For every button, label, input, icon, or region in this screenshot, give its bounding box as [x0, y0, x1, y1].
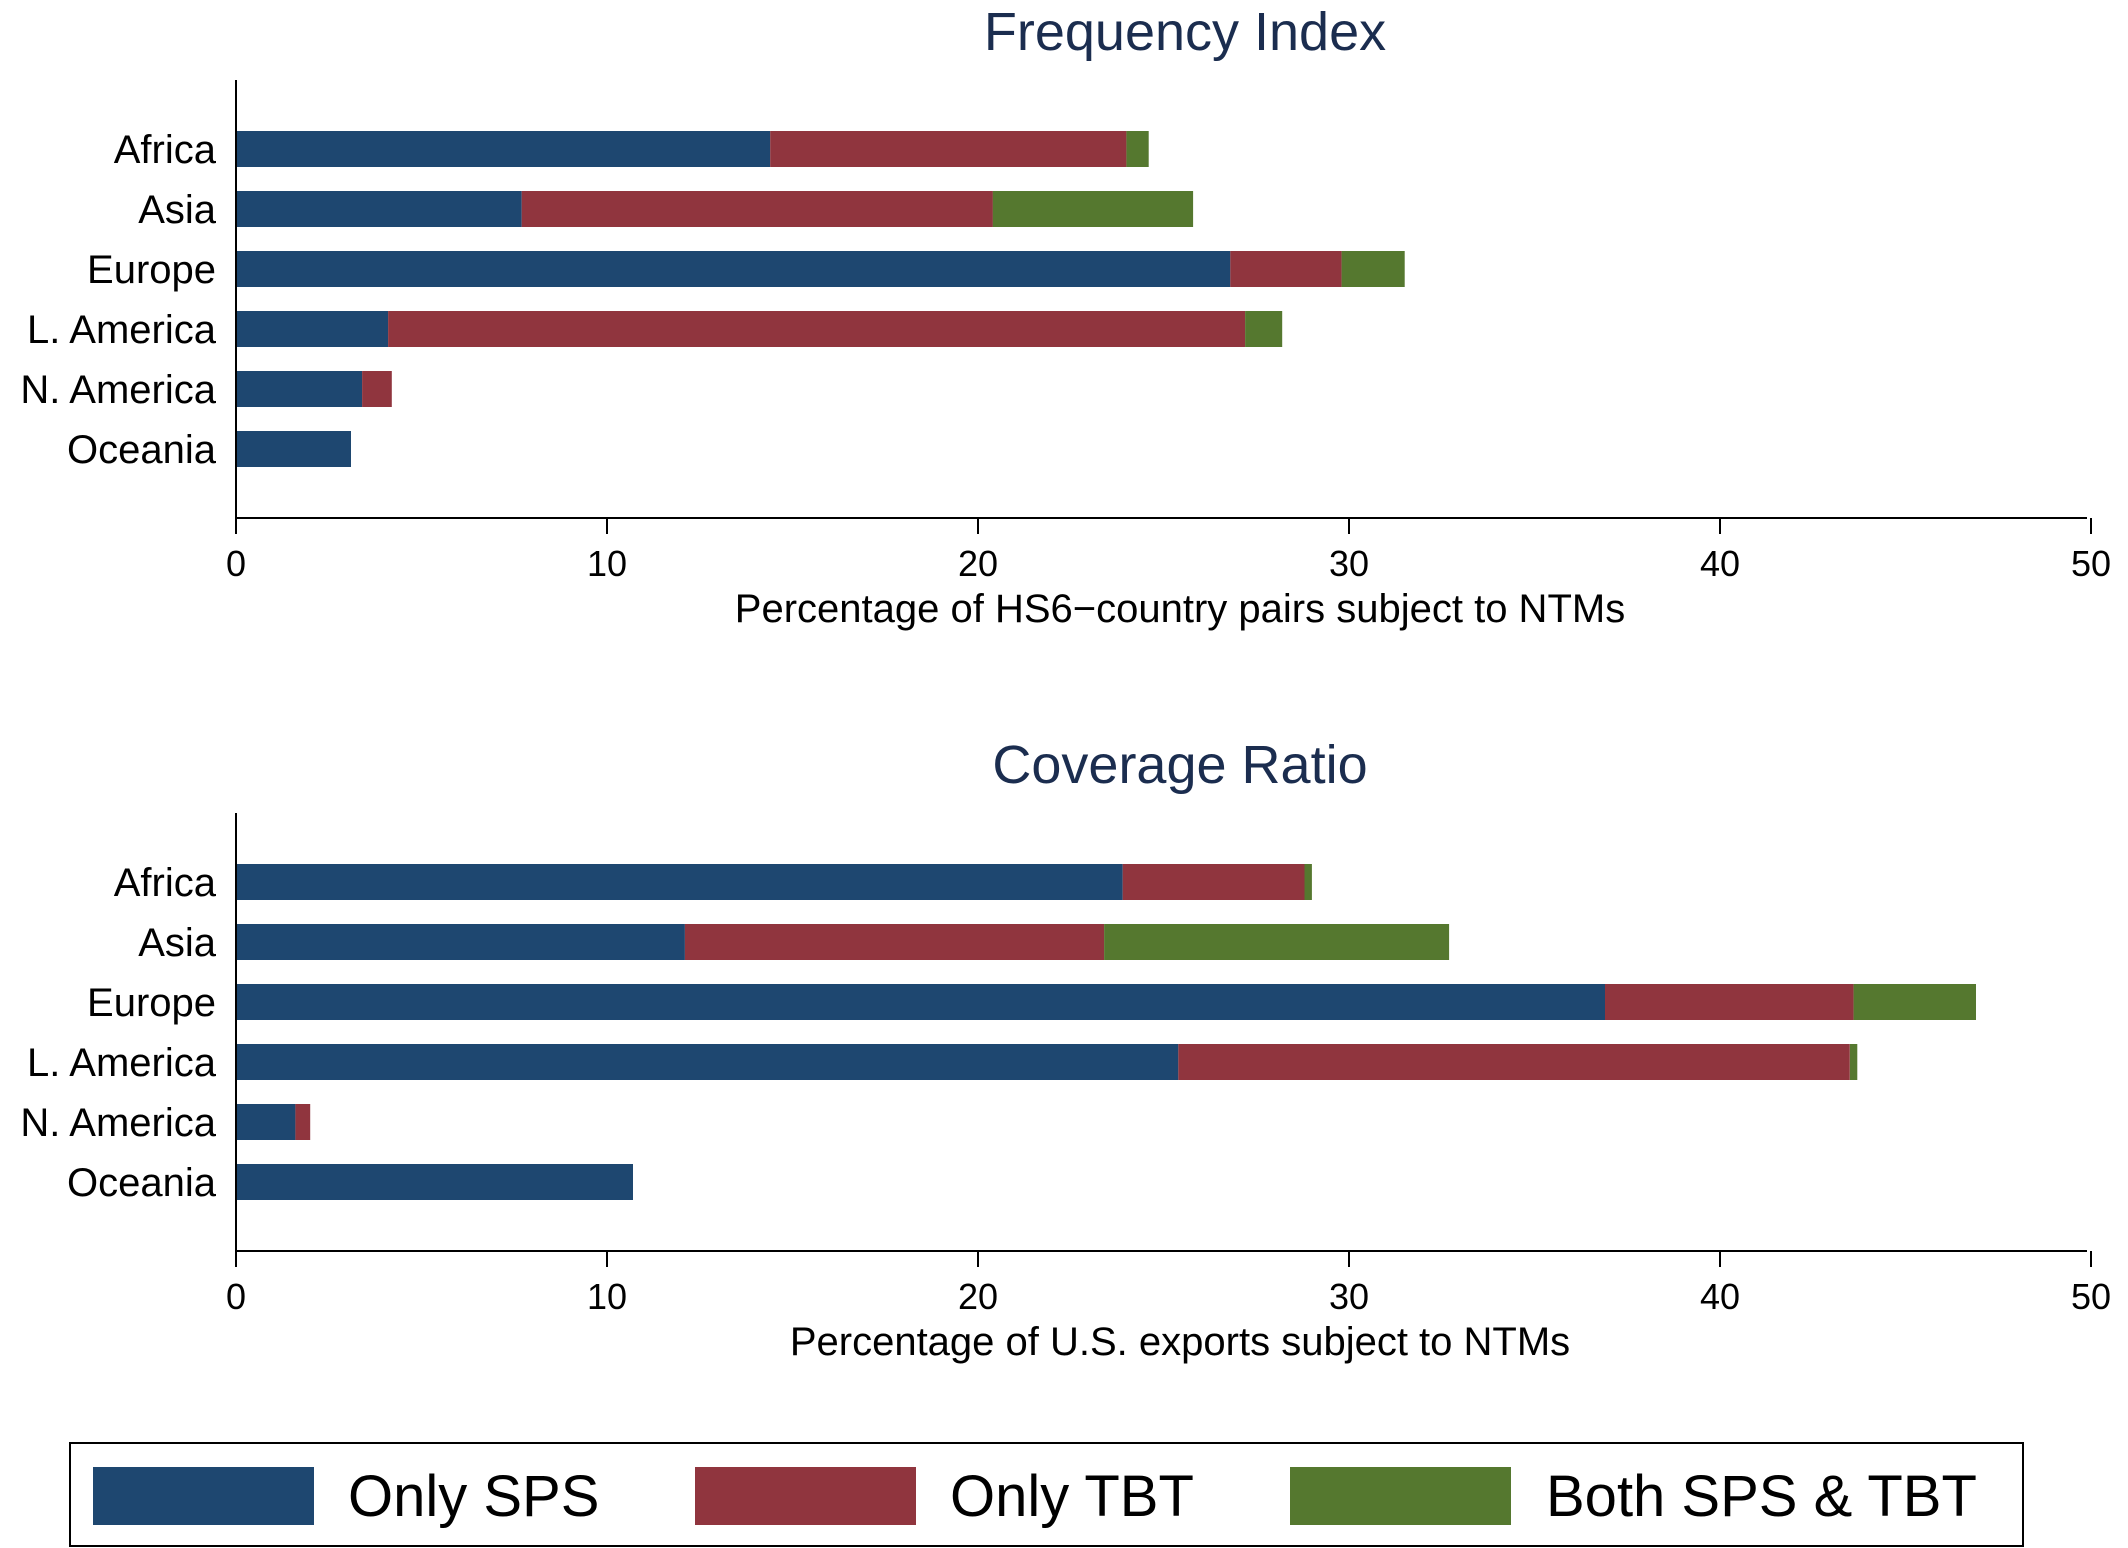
bar-only-sps: [236, 864, 1123, 900]
x-tick-label: 0: [226, 543, 246, 584]
bar-only-sps: [236, 924, 685, 960]
category-label: N. America: [20, 1101, 216, 1145]
category-label: Africa: [114, 861, 217, 905]
legend-label: Only SPS: [348, 1464, 599, 1529]
bar-only-sps: [236, 371, 363, 407]
x-tick-label: 20: [958, 1276, 998, 1317]
category-label: Europe: [87, 981, 216, 1025]
category-label: L. America: [27, 308, 217, 352]
bar-only-tbt: [1230, 251, 1342, 287]
bar-only-sps: [236, 251, 1231, 287]
bar-both-sps-tbt: [1126, 131, 1149, 167]
chart-title: Frequency Index: [984, 2, 1386, 62]
x-tick-label: 40: [1700, 543, 1740, 584]
legend-frame: [69, 1442, 2024, 1547]
x-tick-label: 50: [2071, 543, 2111, 584]
bar-only-tbt: [521, 191, 993, 227]
bar-only-sps: [236, 191, 522, 227]
bar-only-sps: [236, 131, 771, 167]
category-label: N. America: [20, 368, 216, 412]
bar-both-sps-tbt: [1853, 984, 1976, 1020]
legend-swatch-only-sps: [93, 1467, 314, 1525]
bar-only-tbt: [684, 924, 1105, 960]
bar-only-tbt: [295, 1104, 311, 1140]
x-axis-label: Percentage of U.S. exports subject to NT…: [790, 1320, 1570, 1364]
category-label: Oceania: [67, 1161, 217, 1205]
category-labels: Africa Asia Europe L. America N. America…: [20, 128, 216, 472]
x-tick-label: 30: [1329, 543, 1369, 584]
bar-only-sps: [236, 311, 389, 347]
x-tick-label: 10: [587, 1276, 627, 1317]
bar-only-tbt: [770, 131, 1127, 167]
x-ticks: 0 10 20 30 40 50: [226, 518, 2111, 584]
category-label: Asia: [138, 921, 217, 965]
panel-coverage-ratio: Coverage Ratio Africa Asia Europe L. Ame…: [20, 735, 2111, 1364]
bars: [236, 131, 1405, 467]
chart-title: Coverage Ratio: [992, 735, 1367, 795]
bar-only-tbt: [1178, 1044, 1850, 1080]
bar-only-sps: [236, 1104, 296, 1140]
category-label: L. America: [27, 1041, 217, 1085]
bar-both-sps-tbt: [992, 191, 1194, 227]
bar-only-sps: [236, 984, 1605, 1020]
legend-label: Both SPS & TBT: [1546, 1464, 1977, 1529]
legend-swatch-only-tbt: [695, 1467, 916, 1525]
bar-only-tbt: [1122, 864, 1305, 900]
panel-frequency-index: Frequency Index Africa Asia Europe L. Am…: [20, 2, 2111, 631]
category-label: Europe: [87, 248, 216, 292]
bar-both-sps-tbt: [1104, 924, 1450, 960]
legend-label: Only TBT: [950, 1464, 1194, 1529]
bar-both-sps-tbt: [1304, 864, 1312, 900]
bar-only-tbt: [362, 371, 392, 407]
x-tick-label: 20: [958, 543, 998, 584]
bar-only-sps: [236, 1044, 1179, 1080]
bar-only-sps: [236, 431, 351, 467]
category-labels: Africa Asia Europe L. America N. America…: [20, 861, 216, 1205]
bars: [236, 864, 1976, 1200]
category-label: Asia: [138, 188, 217, 232]
x-tick-label: 0: [226, 1276, 246, 1317]
x-axis-label: Percentage of HS6−country pairs subject …: [735, 587, 1625, 631]
bar-both-sps-tbt: [1849, 1044, 1858, 1080]
category-label: Oceania: [67, 428, 217, 472]
legend: Only SPS Only TBT Both SPS & TBT: [69, 1442, 2024, 1547]
x-tick-label: 40: [1700, 1276, 1740, 1317]
bar-only-tbt: [1605, 984, 1854, 1020]
category-label: Africa: [114, 128, 217, 172]
bar-both-sps-tbt: [1245, 311, 1283, 347]
bar-only-tbt: [388, 311, 1246, 347]
x-tick-label: 50: [2071, 1276, 2111, 1317]
x-tick-label: 10: [587, 543, 627, 584]
bar-both-sps-tbt: [1341, 251, 1405, 287]
x-tick-label: 30: [1329, 1276, 1369, 1317]
legend-swatch-both: [1290, 1467, 1511, 1525]
bar-only-sps: [236, 1164, 633, 1200]
x-ticks: 0 10 20 30 40 50: [226, 1251, 2111, 1317]
